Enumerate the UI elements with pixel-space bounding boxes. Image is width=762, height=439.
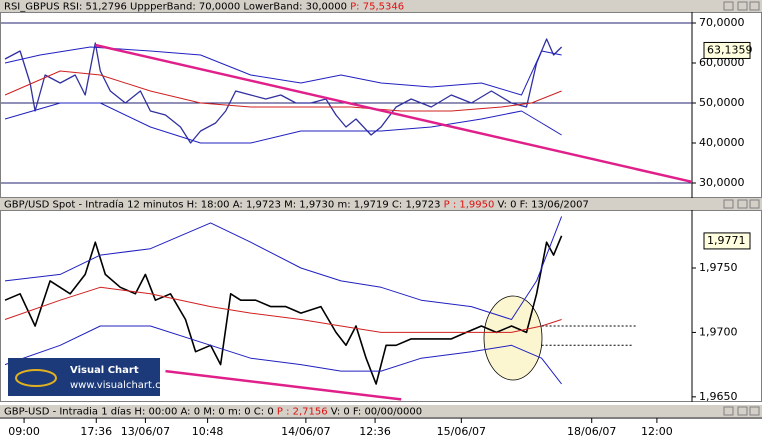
plot-area bbox=[1, 22, 692, 184]
logo-title: Visual Chart bbox=[70, 365, 139, 376]
plot-area bbox=[4, 216, 637, 401]
header-bar bbox=[0, 405, 762, 417]
series-line bbox=[4, 38, 563, 144]
last-value-label: 1,9771 bbox=[707, 234, 746, 247]
series-line bbox=[4, 46, 562, 96]
header-button bbox=[723, 199, 734, 209]
header-button bbox=[737, 1, 748, 11]
header-bar bbox=[0, 0, 762, 12]
x-tick-label: 09:00 bbox=[8, 425, 40, 438]
highlight-circle bbox=[483, 295, 543, 381]
header-part: GBP/USD Spot - Intradía 12 minutos H: 18… bbox=[4, 199, 444, 211]
series-line bbox=[4, 70, 562, 112]
header-part: P : 2,7156 bbox=[277, 407, 328, 418]
header-part: V: 0 F: 00/00/0000 bbox=[328, 407, 422, 418]
header-button bbox=[737, 406, 748, 416]
y-tick-label: 50,0000 bbox=[699, 96, 745, 109]
series-line bbox=[4, 216, 563, 320]
x-tick-label: 10:48 bbox=[192, 425, 224, 438]
x-tick-label: 12:36 bbox=[359, 425, 391, 438]
x-tick-label: 18/06/07 bbox=[567, 425, 616, 438]
series-line bbox=[4, 286, 562, 333]
x-tick-label: 15/06/07 bbox=[437, 425, 486, 438]
header-part: P: 75,5346 bbox=[350, 2, 404, 13]
header-part: V: 0 F: 13/06/2007 bbox=[494, 200, 588, 211]
x-tick-label: 12:00 bbox=[641, 425, 673, 438]
last-value-box bbox=[703, 41, 751, 59]
y-tick-label: 1,9650 bbox=[699, 390, 738, 403]
last-value-box bbox=[703, 232, 751, 250]
logo-swoosh bbox=[15, 369, 57, 387]
y-tick-label: 60,0000 bbox=[699, 56, 745, 69]
header-bar bbox=[0, 198, 762, 210]
series-line bbox=[4, 102, 562, 144]
header-button bbox=[749, 406, 760, 416]
header-button bbox=[723, 406, 734, 416]
series-line bbox=[4, 325, 562, 385]
header-part: GBP-USD - Intradia 1 días H: 00:00 A: 0 … bbox=[4, 406, 277, 418]
header-text: GBP-USD - Intradia 1 días H: 00:00 A: 0 … bbox=[4, 406, 422, 418]
series-line bbox=[165, 369, 402, 401]
header-text: GBP/USD Spot - Intradía 12 minutos H: 18… bbox=[4, 199, 589, 211]
header-text: RSI_GBPUS RSI: 51,2796 UppperBand: 70,00… bbox=[4, 2, 404, 13]
x-tick-label: 14/06/07 bbox=[281, 425, 330, 438]
y-tick-label: 70,0000 bbox=[699, 16, 745, 29]
logo-url: www.visualchart.com bbox=[70, 380, 176, 391]
header-button bbox=[749, 199, 760, 209]
y-tick-label: 30,0000 bbox=[699, 176, 745, 189]
y-tick-label: 1,9700 bbox=[699, 325, 738, 338]
header-part: RSI_GBPUS RSI: 51,2796 UppperBand: 70,00… bbox=[4, 2, 350, 13]
header-button bbox=[723, 1, 734, 11]
last-value-label: 63,1359 bbox=[707, 43, 753, 56]
y-tick-label: 40,0000 bbox=[699, 136, 745, 149]
series-line bbox=[4, 235, 563, 385]
header-part: P : 1,9950 bbox=[444, 200, 495, 211]
header-button bbox=[737, 199, 748, 209]
y-tick-label: 1,9750 bbox=[699, 261, 738, 274]
x-tick-label: 13/06/07 bbox=[121, 425, 170, 438]
series-line bbox=[95, 43, 692, 184]
logo-box bbox=[8, 358, 160, 396]
header-button bbox=[749, 1, 760, 11]
x-tick-label: 17:36 bbox=[80, 425, 112, 438]
